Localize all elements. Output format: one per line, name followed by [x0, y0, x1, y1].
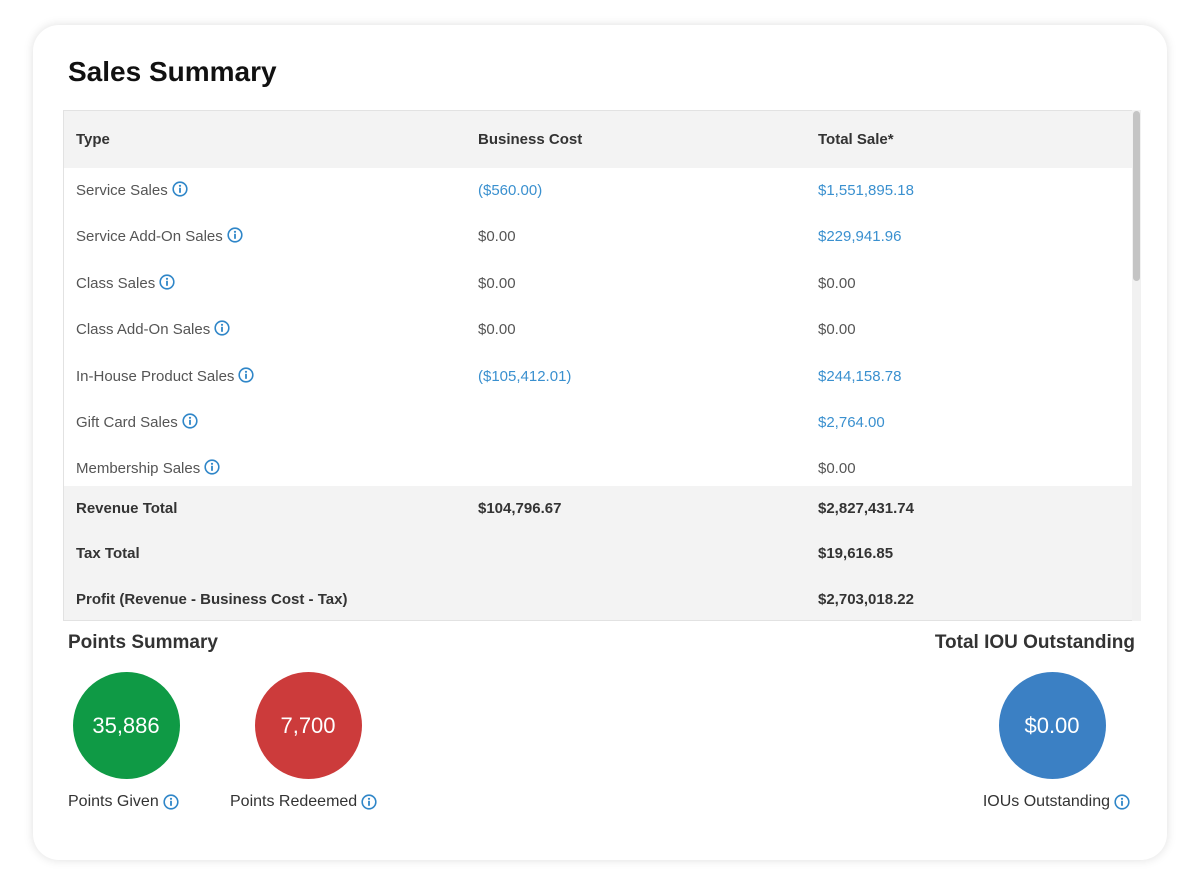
stat-label-text: Points Given [68, 793, 159, 810]
page-title: Sales Summary [68, 56, 277, 87]
info-icon[interactable] [163, 794, 179, 810]
column-header: Total Sale* [818, 131, 894, 148]
table-row: Class Sales $0.00 $0.00 [64, 260, 1133, 309]
total-sale-cell: $0.00 [818, 261, 856, 307]
cell-text: Gift Card Sales [76, 414, 178, 431]
stat-value: 7,700 [280, 712, 336, 738]
cell-text: $1,551,895.18 [818, 182, 914, 199]
cell-text: Revenue Total [76, 500, 178, 517]
info-icon[interactable] [1114, 794, 1130, 810]
sales-table: Type Business Cost Total Sale* Service Sale… [63, 110, 1141, 621]
total-sale-cell: $2,703,018.22 [818, 577, 914, 620]
business-cost-cell: $104,796.67 [478, 486, 561, 531]
table-header: Type Business Cost Total Sale* [64, 111, 1133, 168]
business-cost-cell: $0.00 [478, 307, 516, 353]
table-row: Service Sales ($560.00) $1,551,895.18 [64, 168, 1133, 216]
type-cell: Membership Sales [76, 446, 220, 486]
total-sale-cell[interactable]: $244,158.78 [818, 354, 901, 400]
cell-text: Membership Sales [76, 460, 201, 478]
type-cell: Tax Total [76, 531, 140, 576]
business-cost-cell[interactable]: ($560.00) [478, 168, 542, 214]
scrollbar[interactable] [1132, 110, 1141, 621]
total-sale-cell[interactable]: $229,941.96 [818, 214, 901, 260]
column-header: Type [76, 131, 110, 148]
cell-text: Class Sales [76, 274, 156, 292]
stat-circle: 35,886 [72, 672, 180, 779]
stat-label: IOUs Outstanding [983, 793, 1130, 811]
total-sale-cell: $2,827,431.74 [818, 486, 914, 531]
cell-text: Service Add-On Sales [76, 228, 223, 246]
business-cost-cell[interactable]: ($105,412.01) [478, 354, 571, 400]
total-row: Profit (Revenue - Business Cost - Tax) $2… [64, 576, 1133, 620]
total-sale-cell[interactable]: $2,764.00 [818, 400, 885, 446]
total-sale-cell[interactable]: $1,551,895.18 [818, 168, 914, 214]
type-cell: Gift Card Sales [76, 400, 198, 446]
cell-text: In-House Product Sales [76, 367, 235, 385]
info-icon[interactable] [361, 794, 377, 810]
total-sale-cell: $0.00 [818, 307, 856, 353]
stat-value: 35,886 [92, 712, 160, 738]
table-row: Service Add-On Sales $0.00 $229,941.96 [64, 214, 1133, 262]
stat-circle: 7,700 [254, 672, 362, 779]
table-body: Service Sales ($560.00) $1,551,895.18 Servi… [64, 168, 1133, 486]
stat-label: Points Given [68, 793, 179, 811]
cell-text: $104,796.67 [478, 500, 562, 517]
cell-text: $0.00 [478, 321, 516, 339]
info-icon[interactable] [172, 181, 188, 197]
stat-label-text: Points Redeemed [230, 793, 358, 810]
type-cell: Class Sales [76, 261, 175, 307]
stat-circle: $0.00 [998, 672, 1106, 779]
cell-text: ($105,412.01) [478, 367, 572, 385]
cell-text: $229,941.96 [818, 228, 902, 246]
info-icon[interactable] [182, 413, 198, 429]
cell-text: $0.00 [818, 274, 856, 292]
cell-text: ($560.00) [478, 182, 543, 199]
cell-text: $2,703,018.22 [818, 590, 914, 608]
type-cell: Profit (Revenue - Business Cost - Tax) [76, 577, 348, 620]
cell-text: Profit (Revenue - Business Cost - Tax) [76, 590, 348, 608]
total-sale-cell: $0.00 [818, 446, 856, 486]
info-icon[interactable] [238, 366, 255, 383]
total-row: Tax Total $19,616.85 [64, 531, 1133, 577]
scrollbar-thumb[interactable] [1133, 111, 1140, 281]
cell-text: $0.00 [478, 228, 516, 246]
cell-text: Tax Total [76, 545, 140, 563]
total-row: Revenue Total $104,796.67 $2,827,431.74 [64, 486, 1133, 532]
info-icon[interactable] [204, 459, 220, 475]
type-cell: In-House Product Sales [76, 354, 255, 400]
stat-label-text: IOUs Outstanding [982, 793, 1110, 810]
cell-text: Service Sales [76, 182, 168, 199]
info-icon[interactable] [214, 320, 230, 336]
total-sale-cell: $19,616.85 [818, 531, 893, 576]
table-row: Class Add-On Sales $0.00 $0.00 [64, 307, 1133, 355]
stat-value: $0.00 [1024, 712, 1080, 738]
table-row: Membership Sales $0.00 [64, 446, 1133, 486]
cell-text: $2,827,431.74 [818, 500, 914, 517]
column-header: Business Cost [478, 131, 583, 148]
cell-text: $0.00 [818, 460, 856, 478]
type-cell: Class Add-On Sales [76, 307, 230, 353]
cell-text: $244,158.78 [818, 367, 902, 385]
info-icon[interactable] [159, 274, 175, 290]
cell-text: Class Add-On Sales [76, 321, 211, 339]
iou-title: Total IOU Outstanding [934, 632, 1135, 653]
cell-text: $0.00 [818, 321, 856, 339]
business-cost-cell: $0.00 [478, 214, 516, 260]
cell-text: $0.00 [478, 274, 516, 292]
cell-text: $2,764.00 [818, 414, 885, 431]
stat-label: Points Redeemed [230, 793, 377, 811]
table-row: Gift Card Sales $2,764.00 [64, 400, 1133, 448]
business-cost-cell: $0.00 [478, 261, 516, 307]
cell-text: $19,616.85 [818, 545, 894, 563]
table-row: In-House Product Sales ($105,412.01) $244,… [64, 353, 1133, 401]
info-icon[interactable] [227, 227, 243, 243]
points-title: Points Summary [68, 632, 218, 653]
type-cell: Service Sales [76, 168, 188, 214]
type-cell: Service Add-On Sales [76, 214, 243, 260]
type-cell: Revenue Total [76, 486, 177, 531]
